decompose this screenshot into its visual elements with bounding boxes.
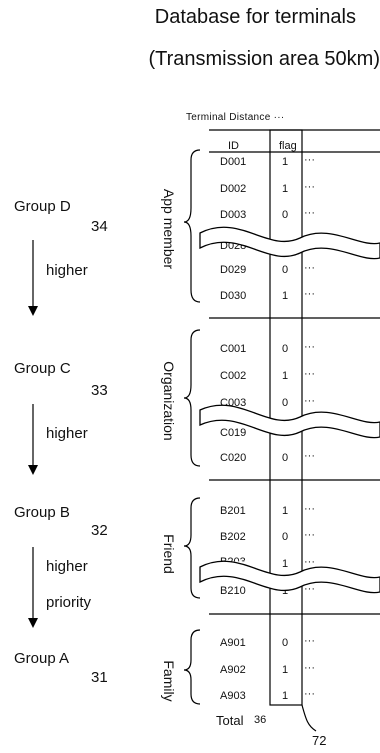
group-c-number: 33 [91, 382, 108, 399]
row-dots: ··· [304, 395, 315, 407]
break-band-b [199, 560, 380, 594]
break-band-c [199, 404, 380, 439]
row-id: C019 [220, 427, 247, 439]
callout-leader [301, 704, 317, 732]
group-d-label: Group D [14, 198, 71, 215]
row-flag: 0 [282, 209, 289, 221]
row-id: A901 [220, 637, 246, 649]
total-value: 36 [254, 714, 267, 726]
row-dots: ··· [304, 529, 315, 541]
row-dots: ··· [304, 662, 315, 674]
callout-number: 72 [312, 733, 327, 748]
row-dots: ··· [304, 635, 315, 647]
group-a-number: 31 [91, 669, 108, 686]
row-dots: ··· [304, 688, 315, 700]
brace-friend [183, 497, 201, 599]
row-id: A903 [220, 690, 246, 702]
row-dots: ··· [304, 262, 315, 274]
row-flag: 1 [282, 505, 289, 517]
arrow-b-head [28, 618, 38, 628]
brace-app-member [183, 149, 201, 303]
row-flag: 0 [282, 264, 289, 276]
group-a-label: Group A [14, 650, 70, 667]
arrow-d-head [28, 306, 38, 316]
group-b-number: 32 [91, 522, 108, 539]
row-flag: 1 [282, 690, 289, 702]
row-id: A902 [220, 664, 246, 676]
title-line-2: (Transmission area 50km) [148, 48, 380, 70]
row-flag: 1 [282, 370, 289, 382]
brace-family [183, 629, 201, 705]
row-id: C001 [220, 343, 247, 355]
group-b-label: Group B [14, 504, 70, 521]
row-flag: 0 [282, 343, 289, 355]
group-d-number: 34 [91, 218, 108, 235]
row-id: C020 [220, 452, 247, 464]
row-flag: 1 [282, 156, 289, 168]
row-dots: ··· [304, 583, 315, 595]
row-flag: 1 [282, 558, 289, 570]
terminal-distance-caption: Terminal Distance ··· [186, 112, 285, 123]
row-flag: 0 [282, 531, 289, 543]
row-id: B210 [220, 585, 246, 597]
row-flag: 1 [282, 290, 289, 302]
row-dots: ··· [304, 450, 315, 462]
group-d-arrow-text: higher [46, 262, 88, 279]
row-id: D001 [220, 156, 247, 168]
row-dots: ··· [304, 368, 315, 380]
row-id: C002 [220, 370, 247, 382]
row-id: B203 [220, 556, 246, 561]
row-id: D030 [220, 290, 247, 302]
group-b-arrow-text-1: higher [46, 558, 88, 575]
row-flag: 0 [282, 397, 289, 409]
row-dots: ··· [304, 556, 315, 568]
row-dots: ··· [304, 181, 315, 193]
group-b-arrow-text-2: priority [46, 594, 92, 611]
row-flag: 0 [282, 452, 289, 464]
brace-organization [183, 329, 201, 467]
group-c-arrow-text: higher [46, 425, 88, 442]
row-flag: 1 [282, 664, 289, 676]
total-label: Total [216, 713, 244, 728]
row-dots: ··· [304, 341, 315, 353]
row-id: D003 [220, 209, 247, 221]
break-band-d [199, 226, 380, 260]
row-flag: 1 [282, 183, 289, 195]
row-dots: ··· [304, 503, 315, 515]
row-id: B202 [220, 531, 246, 543]
row-dots: ··· [304, 288, 315, 300]
row-id: D029 [220, 264, 247, 276]
group-c-label: Group C [14, 360, 71, 377]
row-dots: ··· [304, 154, 315, 166]
row-dots: ··· [304, 207, 315, 219]
row-id: D002 [220, 183, 247, 195]
row-id: B201 [220, 505, 246, 517]
column-header-id: ID [228, 140, 239, 152]
column-header-flag: flag [279, 140, 297, 152]
title-line-1: Database for terminals [154, 6, 356, 28]
arrow-c-head [28, 465, 38, 475]
row-flag: 0 [282, 637, 289, 649]
